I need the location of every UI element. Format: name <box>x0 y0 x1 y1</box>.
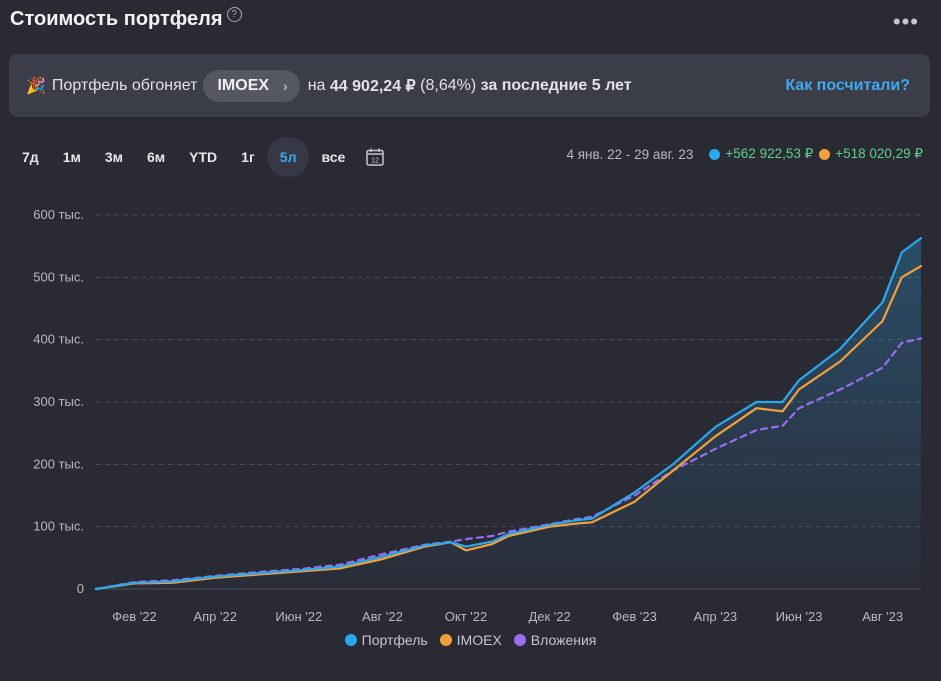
period-5y[interactable]: 5л <box>266 137 310 177</box>
x-tick-label: Авг '23 <box>862 609 903 624</box>
legend-item-portfolio[interactable]: Портфель <box>344 632 428 648</box>
legend-dot-investments <box>513 634 526 646</box>
series-line-imoex <box>94 265 923 591</box>
x-tick-label: Июн '22 <box>275 609 322 624</box>
banner-prefix: Портфель обгоняет <box>51 76 198 94</box>
period-ytd[interactable]: YTD <box>189 149 218 165</box>
portfolio-dot <box>709 148 721 160</box>
portfolio-chart[interactable]: 0 100 тыс. 200 тыс. 300 тыс. 400 тыс. 500 тыс… <box>0 190 941 630</box>
legend-label-imoex: IMOEX <box>456 632 502 648</box>
y-tick-label: 300 тыс. <box>33 394 84 409</box>
imoex-dot <box>819 148 831 160</box>
outperformance-percent: (8,64%) <box>420 76 477 94</box>
party-popper-icon: 🎉 <box>26 77 46 95</box>
period-1m[interactable]: 1м <box>62 149 81 165</box>
x-tick-label: Фев '22 <box>112 609 157 624</box>
index-label: IMOEX <box>217 76 270 94</box>
legend-label-investments: Вложения <box>530 632 597 648</box>
portfolio-change-value: +562 922,53 ₽ <box>725 146 814 161</box>
series-line-investments <box>94 337 923 591</box>
outperformance-amount: 44 902,24 ₽ <box>329 77 416 95</box>
legend-item-imoex[interactable]: IMOEX <box>439 632 502 648</box>
y-tick-label: 0 <box>77 581 84 596</box>
legend-label-portfolio: Портфель <box>361 632 428 648</box>
chart-legend: Портфель IMOEX Вложения <box>0 632 941 648</box>
date-range: 4 янв. 22 - 29 авг. 23 <box>566 146 694 162</box>
comparison-banner: 🎉 Портфель обгоняет IMOEX › на 44 902,24… <box>9 54 930 117</box>
how-calculated-link[interactable]: Как посчитали? <box>785 76 910 94</box>
legend-dot-imoex <box>439 634 452 646</box>
x-tick-label: Окт '22 <box>445 609 487 624</box>
help-icon[interactable]: ? <box>226 7 242 22</box>
x-tick-label: Апр '23 <box>694 609 738 624</box>
portfolio-area <box>96 238 921 589</box>
portfolio-change: +562 922,53 ₽ <box>709 146 813 162</box>
period-summary: 4 янв. 22 - 29 авг. 23 +562 922,53 ₽ +51… <box>566 146 923 162</box>
imoex-change-value: +518 020,29 ₽ <box>835 146 923 161</box>
period-selector: 7д 1м 3м 6м YTD 1г 5л все 12 <box>10 137 385 177</box>
y-tick-label: 400 тыс. <box>33 332 84 347</box>
chevron-right-icon: › <box>283 77 288 94</box>
header: Стоимость портфеля ? <box>10 7 242 31</box>
x-tick-label: Июн '23 <box>776 609 823 624</box>
page-title: Стоимость портфеля <box>10 8 223 30</box>
y-tick-label: 500 тыс. <box>33 269 84 284</box>
index-selector-button[interactable]: IMOEX › <box>203 69 300 102</box>
x-tick-label: Фев '23 <box>612 609 657 624</box>
legend-item-investments[interactable]: Вложения <box>513 632 597 648</box>
x-tick-label: Апр '22 <box>193 609 237 624</box>
series-line-portfolio <box>94 237 923 591</box>
banner-by: на <box>307 76 326 94</box>
banner-period: за последние 5 лет <box>480 76 632 94</box>
y-tick-label: 200 тыс. <box>33 456 84 471</box>
period-all[interactable]: все <box>321 149 346 165</box>
y-tick-label: 600 тыс. <box>33 207 84 222</box>
period-6m[interactable]: 6м <box>147 149 166 165</box>
more-options-icon[interactable]: ••• <box>892 9 919 34</box>
calendar-icon[interactable]: 12 <box>365 147 385 167</box>
period-3m[interactable]: 3м <box>104 149 123 165</box>
imoex-change: +518 020,29 ₽ <box>819 146 923 162</box>
legend-dot-portfolio <box>344 634 357 646</box>
y-tick-label: 100 тыс. <box>33 519 84 534</box>
x-tick-label: Авг '22 <box>362 609 403 624</box>
period-1y[interactable]: 1г <box>241 149 255 165</box>
svg-text:12: 12 <box>371 158 379 165</box>
period-7d[interactable]: 7д <box>22 149 39 165</box>
x-tick-label: Дек '22 <box>528 609 570 624</box>
